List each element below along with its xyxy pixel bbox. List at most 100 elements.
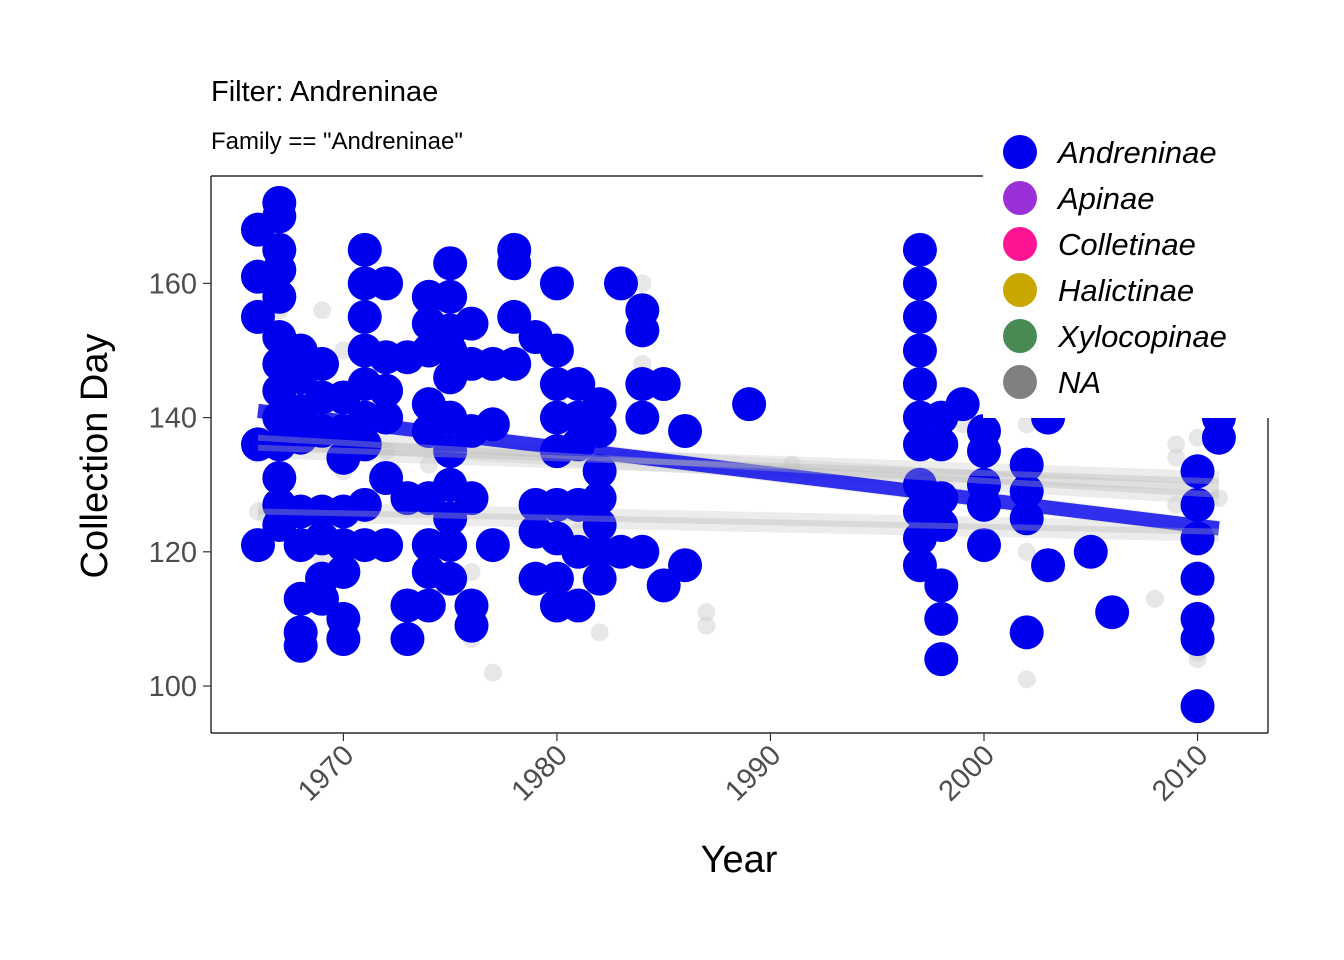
na-point — [1188, 428, 1207, 447]
andreninae-point — [668, 548, 703, 583]
andreninae-point — [369, 528, 404, 563]
andreninae-point — [326, 554, 361, 589]
na-point — [313, 301, 332, 320]
andreninae-point — [262, 199, 297, 234]
na-point — [334, 341, 353, 360]
andreninae-point — [625, 400, 660, 435]
andreninae-point — [369, 266, 404, 301]
andreninae-point — [668, 414, 703, 449]
andreninae-point — [902, 548, 937, 583]
y-tick-label: 140 — [149, 403, 197, 435]
andreninae-point — [305, 581, 340, 616]
andreninae-point — [539, 561, 574, 596]
legend-key — [1003, 273, 1037, 307]
andreninae-point — [433, 528, 468, 563]
andreninae-point — [433, 561, 468, 596]
na-point — [697, 616, 716, 635]
andreninae-point — [411, 588, 446, 623]
andreninae-point — [924, 427, 959, 462]
andreninae-point — [732, 387, 767, 422]
andreninae-point — [305, 346, 340, 381]
andreninae-point — [539, 333, 574, 368]
andreninae-point — [646, 568, 681, 603]
andreninae-point — [924, 568, 959, 603]
andreninae-point — [326, 622, 361, 657]
andreninae-point — [1180, 689, 1215, 724]
legend-label: Xylocopinae — [1057, 319, 1227, 354]
trend-line — [257, 508, 1219, 535]
andreninae-point — [603, 266, 638, 301]
andreninae-point — [369, 373, 404, 408]
andreninae-point — [625, 534, 660, 569]
legend-key — [1003, 365, 1037, 399]
legend-label: NA — [1058, 365, 1101, 400]
andreninae-point — [646, 367, 681, 402]
y-axis: 100 120 140 160 — [149, 268, 211, 703]
andreninae-point — [454, 608, 489, 643]
andreninae-points — [240, 185, 1236, 724]
legend-background — [983, 128, 1283, 418]
andreninae-point — [497, 346, 532, 381]
trend-lines — [257, 403, 1220, 536]
andreninae-point — [347, 427, 382, 462]
andreninae-point — [625, 313, 660, 348]
andreninae-point — [240, 528, 275, 563]
legend-label: Colletinae — [1058, 227, 1196, 262]
andreninae-point — [475, 528, 510, 563]
plot-panel — [240, 185, 1236, 724]
andreninae-point — [1180, 561, 1215, 596]
legend-label: Apinae — [1056, 181, 1155, 216]
andreninae-point — [1009, 447, 1044, 482]
andreninae-point — [454, 481, 489, 516]
legend-key — [1003, 135, 1037, 169]
andreninae-point — [902, 232, 937, 267]
andreninae-point — [902, 367, 937, 402]
na-point — [1017, 542, 1036, 561]
andreninae-point — [902, 266, 937, 301]
legend-key — [1003, 181, 1037, 215]
andreninae-point — [924, 642, 959, 677]
andreninae-point — [924, 507, 959, 542]
andreninae-point — [347, 487, 382, 522]
y-axis-label: Collection Day — [74, 334, 116, 579]
andreninae-point — [433, 246, 468, 281]
andreninae-point — [262, 279, 297, 314]
na-point — [1167, 435, 1186, 454]
andreninae-point — [497, 246, 532, 281]
andreninae-point — [1180, 454, 1215, 489]
legend-key — [1003, 319, 1037, 353]
na-point — [483, 663, 502, 682]
na-point — [633, 274, 652, 293]
andreninae-point — [945, 387, 980, 422]
y-tick-label: 160 — [149, 268, 197, 300]
andreninae-point — [262, 252, 297, 287]
andreninae-point — [1031, 548, 1066, 583]
andreninae-point — [347, 232, 382, 267]
andreninae-point — [582, 454, 617, 489]
andreninae-point — [390, 622, 425, 657]
andreninae-point — [369, 460, 404, 495]
legend-label: Andreninae — [1056, 135, 1217, 170]
andreninae-point — [433, 501, 468, 536]
andreninae-point — [582, 481, 617, 516]
trend-line — [257, 444, 1219, 485]
andreninae-point — [347, 299, 382, 334]
andreninae-point — [539, 266, 574, 301]
andreninae-point — [561, 588, 596, 623]
legend-label: Halictinae — [1058, 273, 1194, 308]
andreninae-point — [902, 299, 937, 334]
y-tick-label: 120 — [149, 537, 197, 569]
andreninae-point — [433, 279, 468, 314]
andreninae-point — [1201, 420, 1236, 455]
andreninae-point — [582, 561, 617, 596]
andreninae-point — [1009, 615, 1044, 650]
na-point — [697, 603, 716, 622]
andreninae-point — [240, 299, 275, 334]
andreninae-point — [454, 306, 489, 341]
chart-subtitle: Family == "Andreninae" — [211, 128, 463, 155]
trend-line — [257, 434, 1220, 498]
na-point — [419, 455, 438, 474]
andreninae-point — [1180, 487, 1215, 522]
andreninae-point — [262, 460, 297, 495]
andreninae-point — [561, 367, 596, 402]
